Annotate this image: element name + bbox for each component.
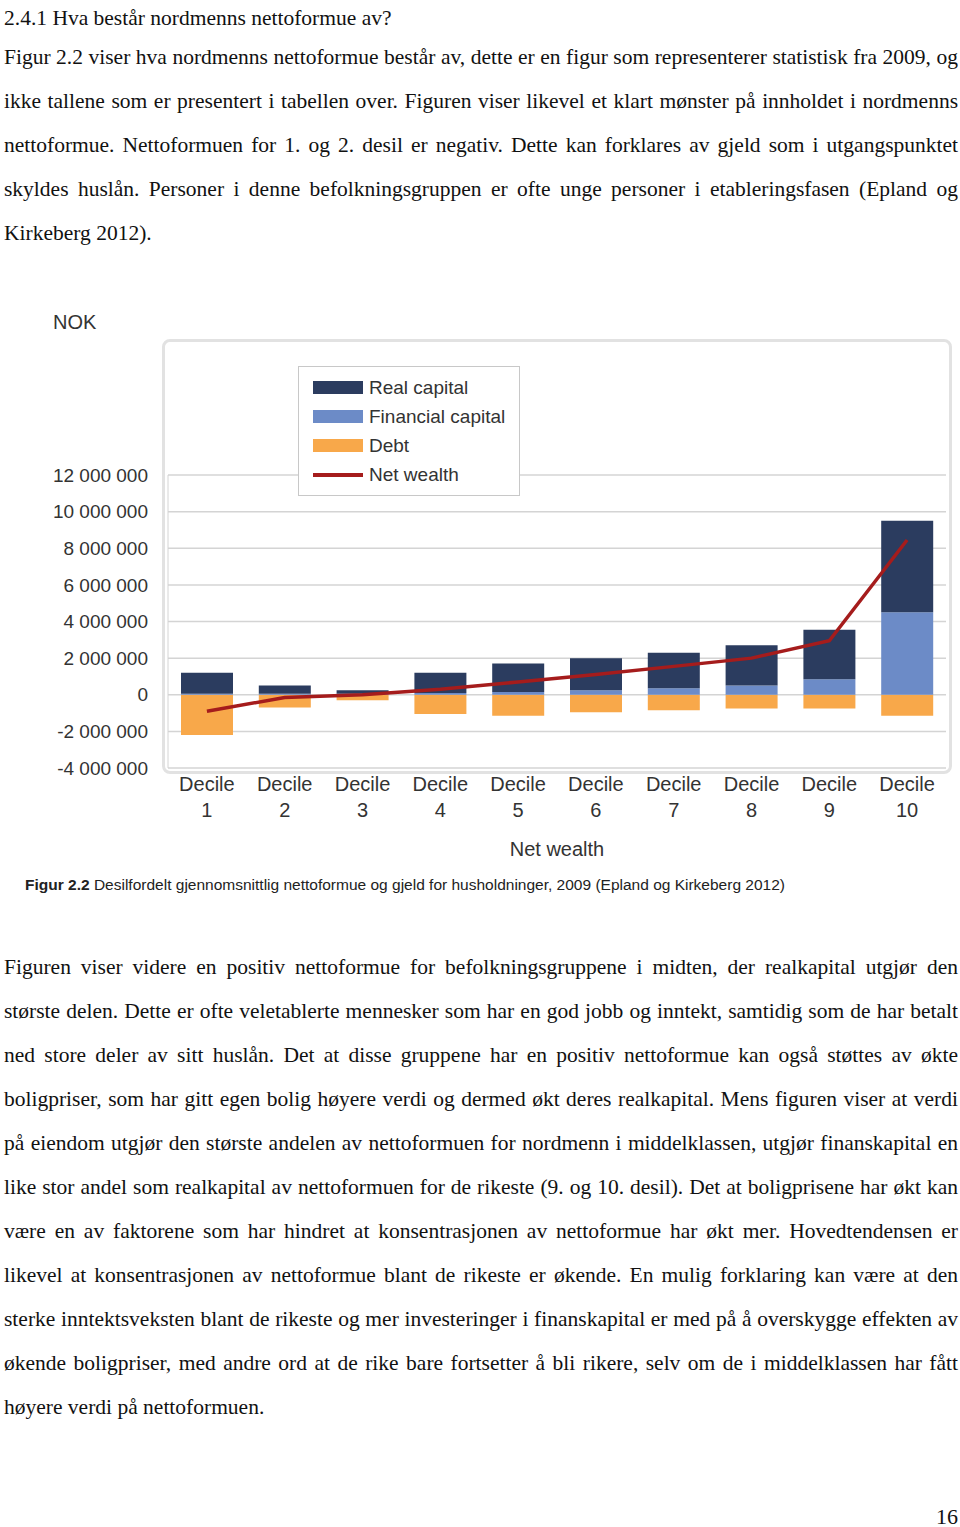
html-text:Financial capital: Financial capital xyxy=(369,406,506,427)
svg-text:6 000 000: 6 000 000 xyxy=(63,575,148,596)
svg-text:Decile1: Decile1 xyxy=(179,773,235,821)
svg-text:8 000 000: 8 000 000 xyxy=(63,538,148,559)
html-text:Net wealth: Net wealth xyxy=(369,464,459,485)
svg-text:Decile4: Decile4 xyxy=(413,773,469,821)
svg-text:2 000 000: 2 000 000 xyxy=(63,648,148,669)
html-text:Figur 2.2 viser hva nordmenns: Figur 2.2 viser hva nordmenns nettoformu… xyxy=(4,45,958,245)
svg-text:Net wealth: Net wealth xyxy=(510,838,605,858)
html-text:Debt: Debt xyxy=(369,435,410,456)
html-text:Figuren viser videre en positi: Figuren viser videre en positiv nettofor… xyxy=(4,955,958,1419)
svg-text:Decile5: Decile5 xyxy=(490,773,546,821)
svg-text:Decile8: Decile8 xyxy=(724,773,780,821)
svg-text:12 000 000: 12 000 000 xyxy=(53,465,148,486)
svg-text:Decile7: Decile7 xyxy=(646,773,702,821)
svg-text:Decile9: Decile9 xyxy=(802,773,858,821)
svg-text:-2 000 000: -2 000 000 xyxy=(57,721,148,742)
svg-text:Decile3: Decile3 xyxy=(335,773,391,821)
svg-text:10 000 000: 10 000 000 xyxy=(53,501,148,522)
svg-text:0: 0 xyxy=(137,684,148,705)
html-text:NOK: NOK xyxy=(53,311,97,333)
svg-text:-4 000 000: -4 000 000 xyxy=(57,758,148,779)
html-text:2.4.1 Hva består nordmenns net: 2.4.1 Hva består nordmenns nettoformue a… xyxy=(4,6,392,30)
svg-text:Decile2: Decile2 xyxy=(257,773,313,821)
svg-text:Decile6: Decile6 xyxy=(568,773,624,821)
html-text:Figur 2.2 Desilfordelt gjennom: Figur 2.2 Desilfordelt gjennomsnittlig n… xyxy=(25,876,785,893)
html-text:Real capital: Real capital xyxy=(369,377,469,398)
svg-text:Decile10: Decile10 xyxy=(879,773,935,821)
svg-text:4 000 000: 4 000 000 xyxy=(63,611,148,632)
